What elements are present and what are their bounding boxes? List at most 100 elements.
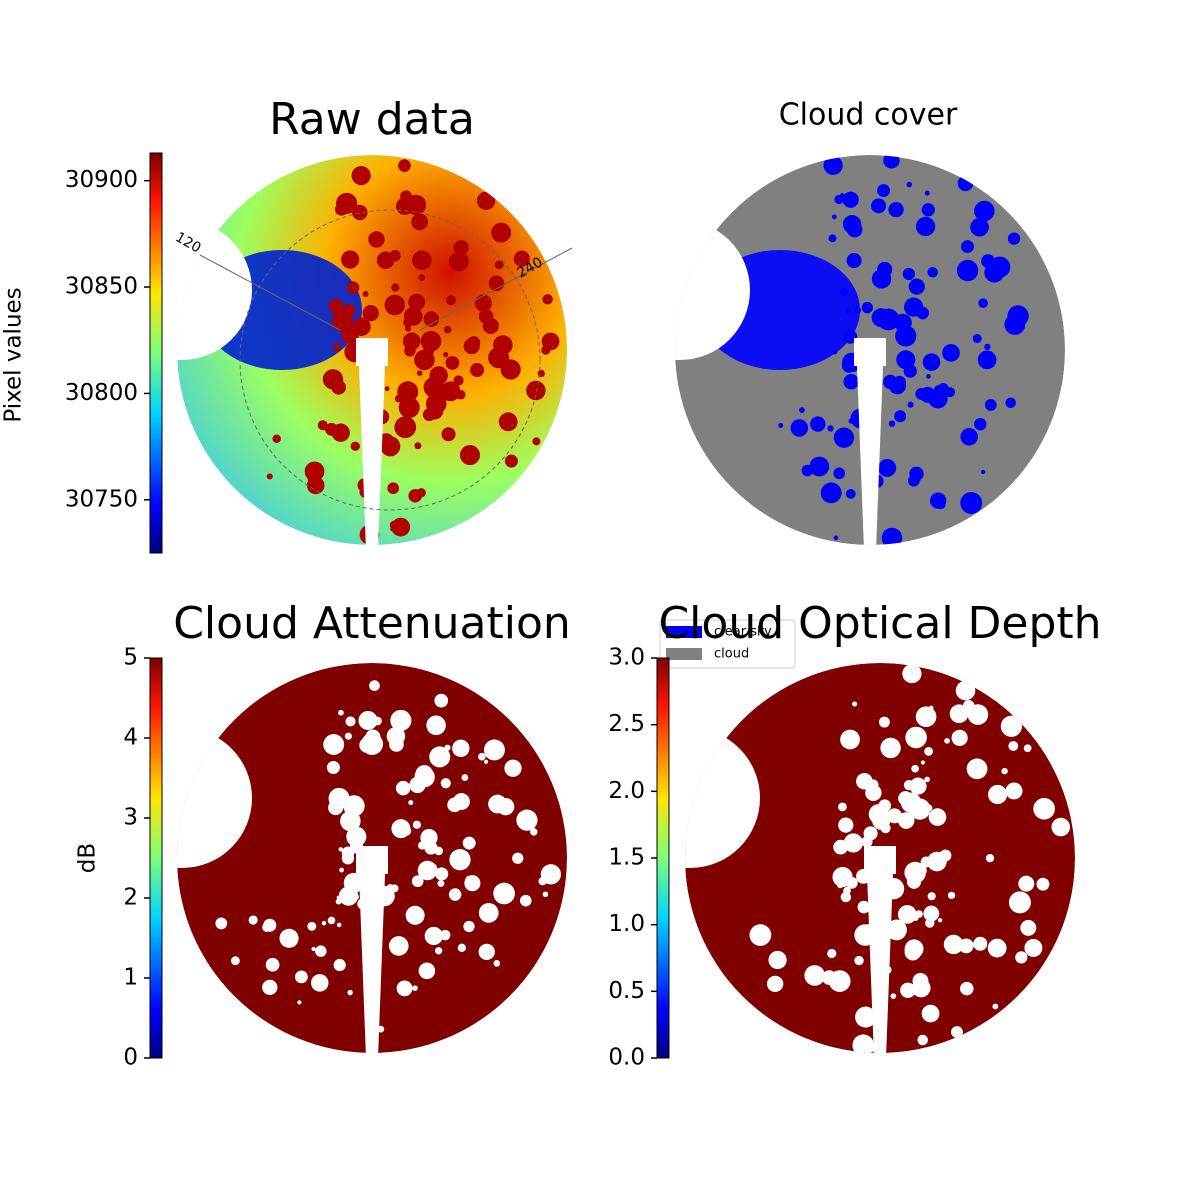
sky-blob xyxy=(854,955,864,966)
sky-blob xyxy=(845,488,856,499)
sky-blob xyxy=(804,965,825,986)
legend-swatch xyxy=(666,648,702,660)
sky-blob xyxy=(439,929,451,941)
sky-wedge xyxy=(866,848,894,1053)
sky-blob xyxy=(924,776,931,783)
sky-blob xyxy=(408,293,426,311)
sky-content xyxy=(685,663,1075,1053)
sky-image xyxy=(177,155,567,545)
sky-blob xyxy=(957,175,974,192)
sky-blob xyxy=(749,924,772,946)
sky-mask xyxy=(864,846,896,874)
sky-blob xyxy=(398,159,411,172)
sky-blob xyxy=(766,975,784,993)
sky-blob xyxy=(928,808,947,826)
sky-blob xyxy=(843,886,851,895)
sky-blob xyxy=(909,777,927,795)
sky-blob xyxy=(409,776,426,794)
sky-blob xyxy=(387,482,400,495)
sky-blob xyxy=(1023,744,1032,753)
sky-blob xyxy=(494,260,504,270)
sky-blob xyxy=(828,234,837,243)
sky-blob xyxy=(412,250,432,271)
sky-blob xyxy=(944,738,950,744)
sky-blob xyxy=(315,945,327,957)
sky-blob xyxy=(333,343,341,352)
colorbar-tick-label: 2 xyxy=(123,885,138,911)
sky-blob xyxy=(960,981,974,996)
sky-blob xyxy=(827,425,834,432)
sky-blob xyxy=(906,181,913,188)
sky-blob xyxy=(512,852,524,864)
sky-blob xyxy=(484,759,489,764)
sky-blob xyxy=(828,970,851,992)
sky-blob xyxy=(416,370,423,376)
sky-blob xyxy=(462,836,476,850)
sky-blob xyxy=(973,936,988,951)
sky-blob xyxy=(404,325,412,332)
sky-blob xyxy=(883,374,898,390)
sky-blob xyxy=(328,787,350,809)
colorbar-tick-label: 30800 xyxy=(65,380,138,406)
sky-blob xyxy=(909,798,931,820)
sky-blob xyxy=(398,396,420,419)
sky-blob xyxy=(321,920,327,926)
sky-blob xyxy=(893,375,906,389)
sky-blob xyxy=(418,962,436,980)
sky-blob xyxy=(412,985,418,991)
sky-blob xyxy=(1033,797,1055,820)
sky-blob xyxy=(987,784,1008,805)
sky-blob xyxy=(440,778,451,789)
sky-blob xyxy=(799,407,805,413)
sky-blob xyxy=(984,262,1005,283)
sky-blob xyxy=(977,350,997,370)
sky-blob xyxy=(532,437,541,446)
sky-blob xyxy=(987,938,1007,958)
sky-blob xyxy=(1051,817,1071,837)
sky-blob xyxy=(500,359,521,380)
sky-blob xyxy=(310,974,329,992)
sky-blob xyxy=(413,336,419,342)
sky-blob xyxy=(992,1003,999,1010)
sky-blob xyxy=(434,846,444,856)
sky-blob xyxy=(478,943,495,961)
sky-blob xyxy=(307,921,317,931)
sky-blob xyxy=(890,993,897,999)
colorbar-tick-label: 4 xyxy=(123,725,138,751)
colorbar-tick-label: 0.0 xyxy=(608,1045,645,1071)
sky-image xyxy=(177,663,567,1053)
sky-blob xyxy=(897,905,917,924)
sky-mask xyxy=(356,338,388,366)
sky-blob xyxy=(1018,875,1035,892)
sky-blob xyxy=(297,1000,302,1005)
sky-blob xyxy=(891,313,900,322)
sky-blob xyxy=(984,343,991,351)
sky-content xyxy=(177,663,567,1053)
sky-blob xyxy=(230,956,240,966)
sky-blob xyxy=(928,705,934,711)
sky-blob xyxy=(881,527,903,545)
sky-blob xyxy=(877,261,893,278)
sky-blob xyxy=(325,422,338,436)
sky-blob xyxy=(336,192,358,214)
sky-blob xyxy=(327,916,336,925)
sky-blob xyxy=(1015,951,1028,964)
sky-blob xyxy=(391,283,400,292)
sky-blob xyxy=(311,946,316,952)
sky-blob xyxy=(352,204,368,221)
sky-blob xyxy=(865,784,882,802)
sky-blob xyxy=(843,329,858,344)
sky-blob xyxy=(343,872,364,894)
sky-blob xyxy=(857,900,871,914)
sky-blob xyxy=(350,441,360,451)
sky-blob xyxy=(389,249,401,262)
sky-blob xyxy=(841,358,857,373)
sky-blob xyxy=(1036,877,1050,891)
sky-blob xyxy=(448,888,462,901)
sky-mask xyxy=(854,338,886,366)
sky-blob xyxy=(833,427,855,448)
sky-blob xyxy=(347,281,360,294)
sky-blob xyxy=(827,948,837,959)
sky-blob xyxy=(362,290,369,298)
sky-blob xyxy=(855,1006,877,1028)
